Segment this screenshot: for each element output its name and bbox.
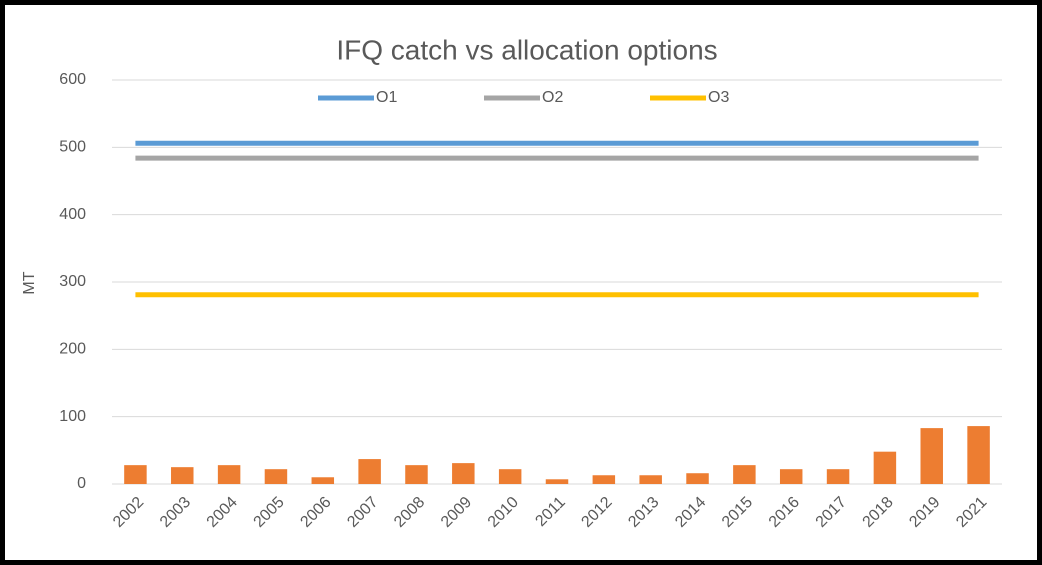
bar bbox=[733, 465, 756, 484]
bar bbox=[452, 463, 475, 484]
bar bbox=[826, 469, 850, 484]
y-tick-label: 100 bbox=[59, 408, 86, 425]
bar bbox=[967, 426, 990, 484]
bar bbox=[124, 465, 147, 484]
y-tick-label: 0 bbox=[77, 475, 86, 492]
y-tick-label: 300 bbox=[59, 273, 86, 290]
y-tick-label: 400 bbox=[59, 206, 86, 223]
legend-label: O2 bbox=[542, 89, 563, 106]
bar bbox=[311, 477, 335, 484]
y-tick-label: 600 bbox=[59, 71, 86, 88]
bar bbox=[358, 459, 381, 484]
bar bbox=[873, 451, 897, 484]
bar bbox=[686, 473, 709, 484]
bar bbox=[639, 475, 662, 484]
bar bbox=[498, 469, 522, 484]
legend-label: O1 bbox=[376, 89, 397, 106]
legend-label: O3 bbox=[708, 89, 729, 106]
bar bbox=[217, 465, 241, 484]
y-tick-label: 200 bbox=[59, 341, 86, 358]
bar bbox=[779, 469, 803, 484]
y-axis-label: MT bbox=[21, 271, 38, 294]
bar bbox=[545, 479, 569, 484]
bar bbox=[592, 475, 616, 484]
bar bbox=[171, 467, 194, 484]
chart-title: IFQ catch vs allocation options bbox=[336, 34, 717, 65]
bar bbox=[920, 428, 943, 484]
y-tick-label: 500 bbox=[59, 139, 86, 156]
bar bbox=[405, 465, 428, 484]
bar bbox=[264, 469, 288, 484]
